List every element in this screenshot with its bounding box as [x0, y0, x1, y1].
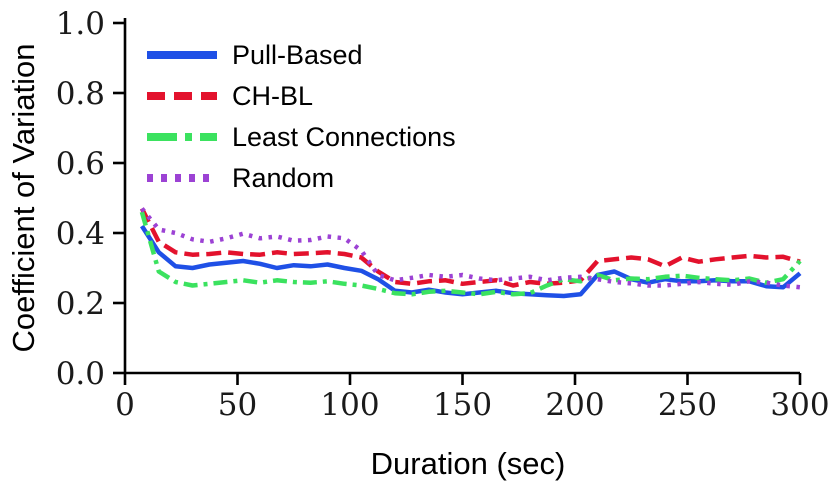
series-line-random	[140, 207, 801, 290]
legend-label-random: Random	[232, 163, 334, 193]
x-tick-label: 150	[433, 387, 492, 423]
x-tick-label: 300	[770, 387, 829, 423]
y-tick-label: 0.2	[56, 286, 105, 322]
x-tick-label: 250	[658, 387, 717, 423]
y-axis-title: Coefficient of Variation	[6, 43, 41, 353]
legend-label-least-connections: Least Connections	[232, 122, 456, 152]
series-line-least-connections	[139, 211, 802, 297]
x-axis-title: Duration (sec)	[370, 446, 566, 481]
x-tick-label: 50	[218, 387, 257, 423]
x-tick-label: 200	[545, 387, 604, 423]
y-tick-label: 1.0	[56, 6, 105, 42]
y-tick-label: 0.0	[56, 356, 105, 392]
y-tick-label: 0.4	[56, 216, 105, 252]
legend-label-pull-based: Pull-Based	[232, 40, 363, 70]
series-line-ch-bl	[139, 207, 801, 288]
x-tick-label: 0	[115, 387, 135, 423]
y-tick-label: 0.6	[56, 146, 105, 182]
x-tick-label: 100	[320, 387, 379, 423]
y-tick-label: 0.8	[56, 76, 105, 112]
legend-label-ch-bl: CH-BL	[232, 81, 313, 111]
axes-frame	[123, 18, 800, 375]
